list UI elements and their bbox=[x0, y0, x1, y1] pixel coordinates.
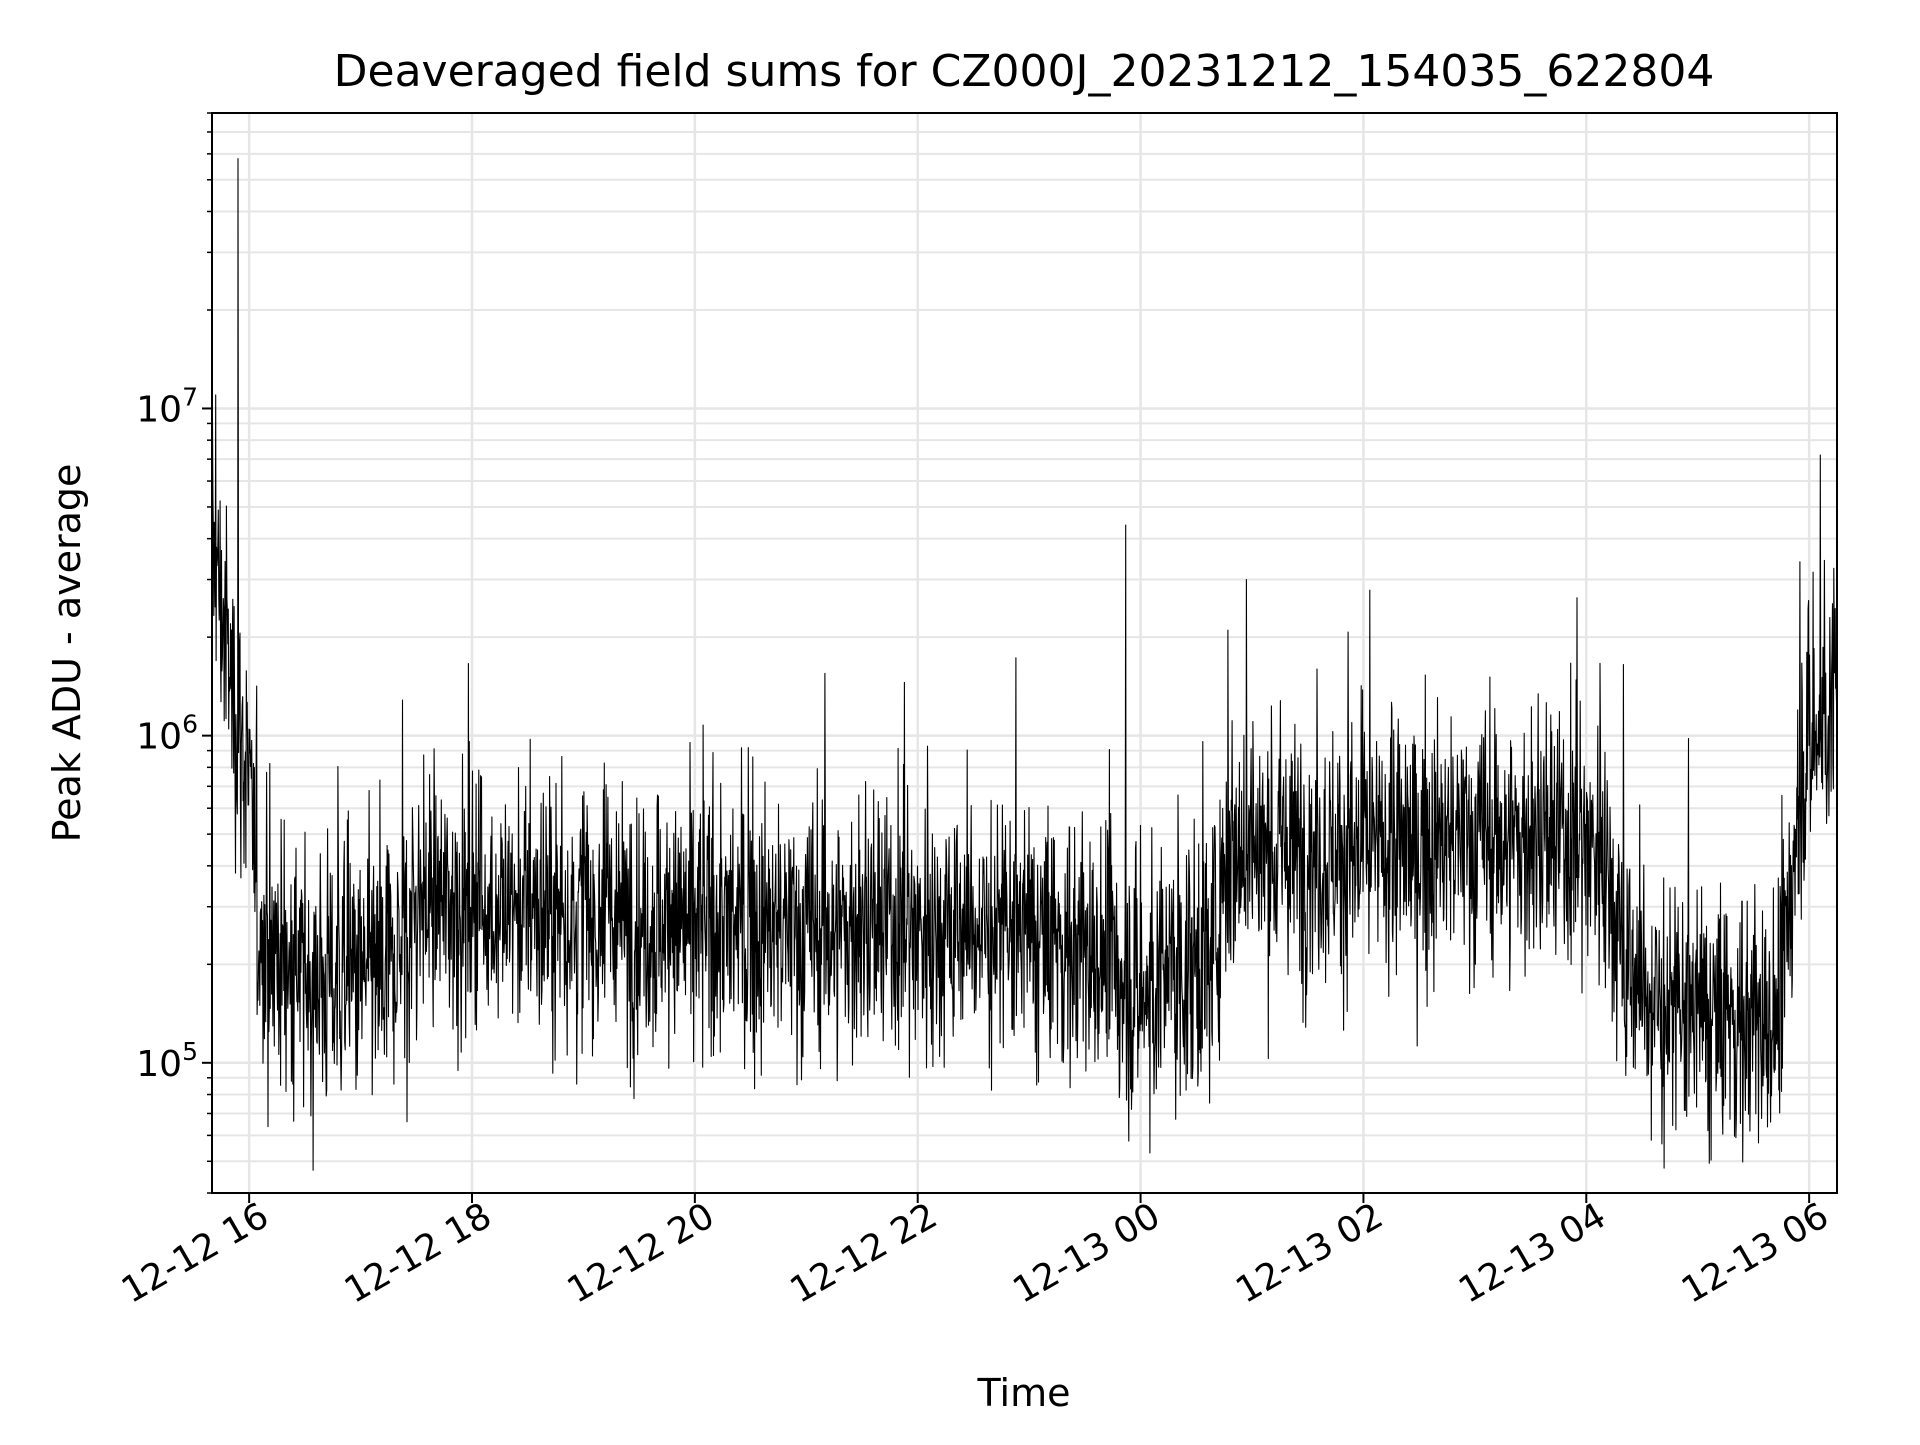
y-tick-exponent: 5 bbox=[182, 1037, 198, 1066]
y-tick-exponent: 7 bbox=[182, 382, 198, 411]
y-axis-label: Peak ADU - average bbox=[45, 464, 89, 843]
y-tick-exponent: 6 bbox=[182, 710, 198, 739]
chart-title: Deaveraged field sums for CZ000J_2023121… bbox=[334, 46, 1715, 97]
plot-area bbox=[211, 158, 1838, 1171]
series-line bbox=[211, 158, 1838, 1171]
grid bbox=[212, 112, 1837, 1194]
y-tick-label: 107 bbox=[136, 382, 198, 430]
y-tick-base: 10 bbox=[136, 389, 182, 430]
plot-frame bbox=[211, 112, 1838, 1194]
y-tick-label: 105 bbox=[136, 1037, 198, 1085]
y-tick-label: 106 bbox=[136, 710, 198, 758]
x-axis-label: Time bbox=[977, 1371, 1071, 1415]
y-tick-base: 10 bbox=[136, 1044, 182, 1085]
y-tick-base: 10 bbox=[136, 717, 182, 758]
